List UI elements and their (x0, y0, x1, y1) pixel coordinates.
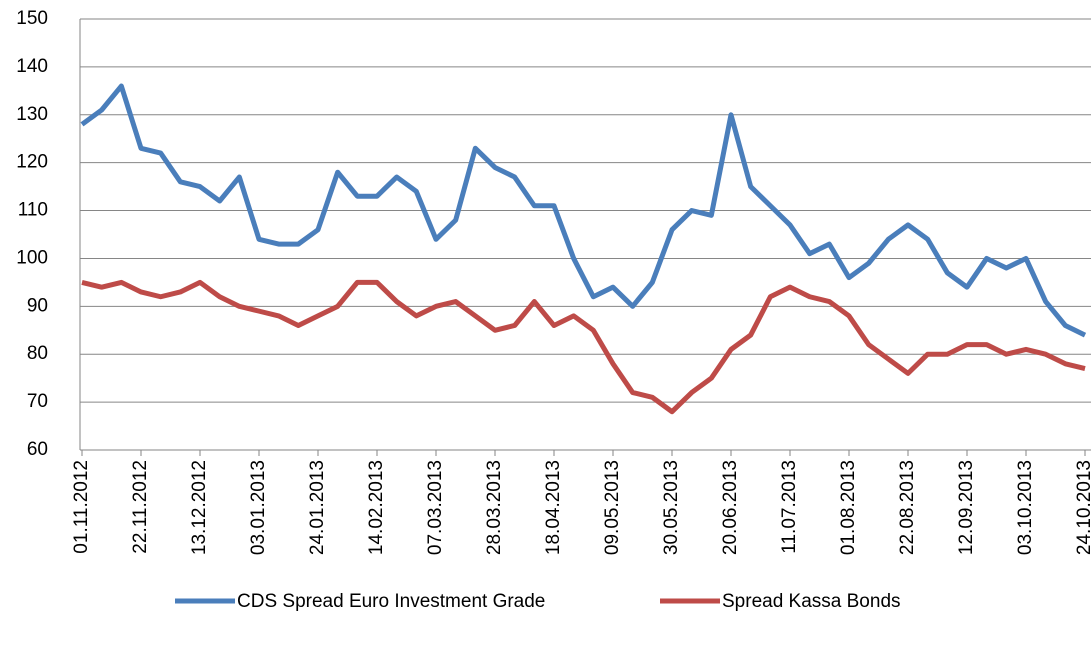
legend-label: Spread Kassa Bonds (722, 591, 901, 612)
x-tick-label: 01.08.2013 (838, 460, 859, 555)
x-tick-label: 01.11.2012 (71, 460, 92, 554)
x-tick-label: 13.12.2012 (189, 460, 210, 555)
x-tick-label: 28.03.2013 (484, 460, 505, 555)
y-tick-label: 80 (27, 343, 48, 364)
x-tick-label: 22.11.2012 (130, 460, 151, 554)
x-tick-label: 07.03.2013 (425, 460, 446, 555)
y-tick-label: 120 (16, 152, 48, 173)
x-tick-label: 03.10.2013 (1015, 460, 1036, 555)
y-tick-label: 70 (27, 391, 48, 412)
x-tick-label: 24.01.2013 (307, 460, 328, 555)
x-tick-label: 03.01.2013 (248, 460, 269, 555)
x-tick-label: 30.05.2013 (661, 460, 682, 555)
series-line (80, 83, 1087, 338)
x-tick-label: 22.08.2013 (897, 460, 918, 555)
x-tick-label: 09.05.2013 (602, 460, 623, 555)
y-tick-label: 60 (27, 439, 48, 460)
y-tick-label: 100 (16, 247, 48, 268)
legend-label: CDS Spread Euro Investment Grade (237, 591, 545, 612)
y-tick-label: 150 (16, 8, 48, 29)
x-tick-label: 14.02.2013 (366, 460, 387, 555)
y-tick-label: 110 (18, 200, 48, 221)
y-tick-label: 140 (16, 56, 48, 77)
x-tick-label: 24.10.2013 (1074, 460, 1091, 555)
series-line (81, 279, 1086, 415)
y-tick-label: 90 (27, 295, 48, 316)
y-tick-label: 130 (16, 104, 48, 125)
x-tick-label: 12.09.2013 (956, 460, 977, 555)
x-tick-label: 11.07.2013 (779, 460, 800, 554)
x-tick-label: 18.04.2013 (543, 460, 564, 555)
x-tick-label: 20.06.2013 (720, 460, 741, 555)
